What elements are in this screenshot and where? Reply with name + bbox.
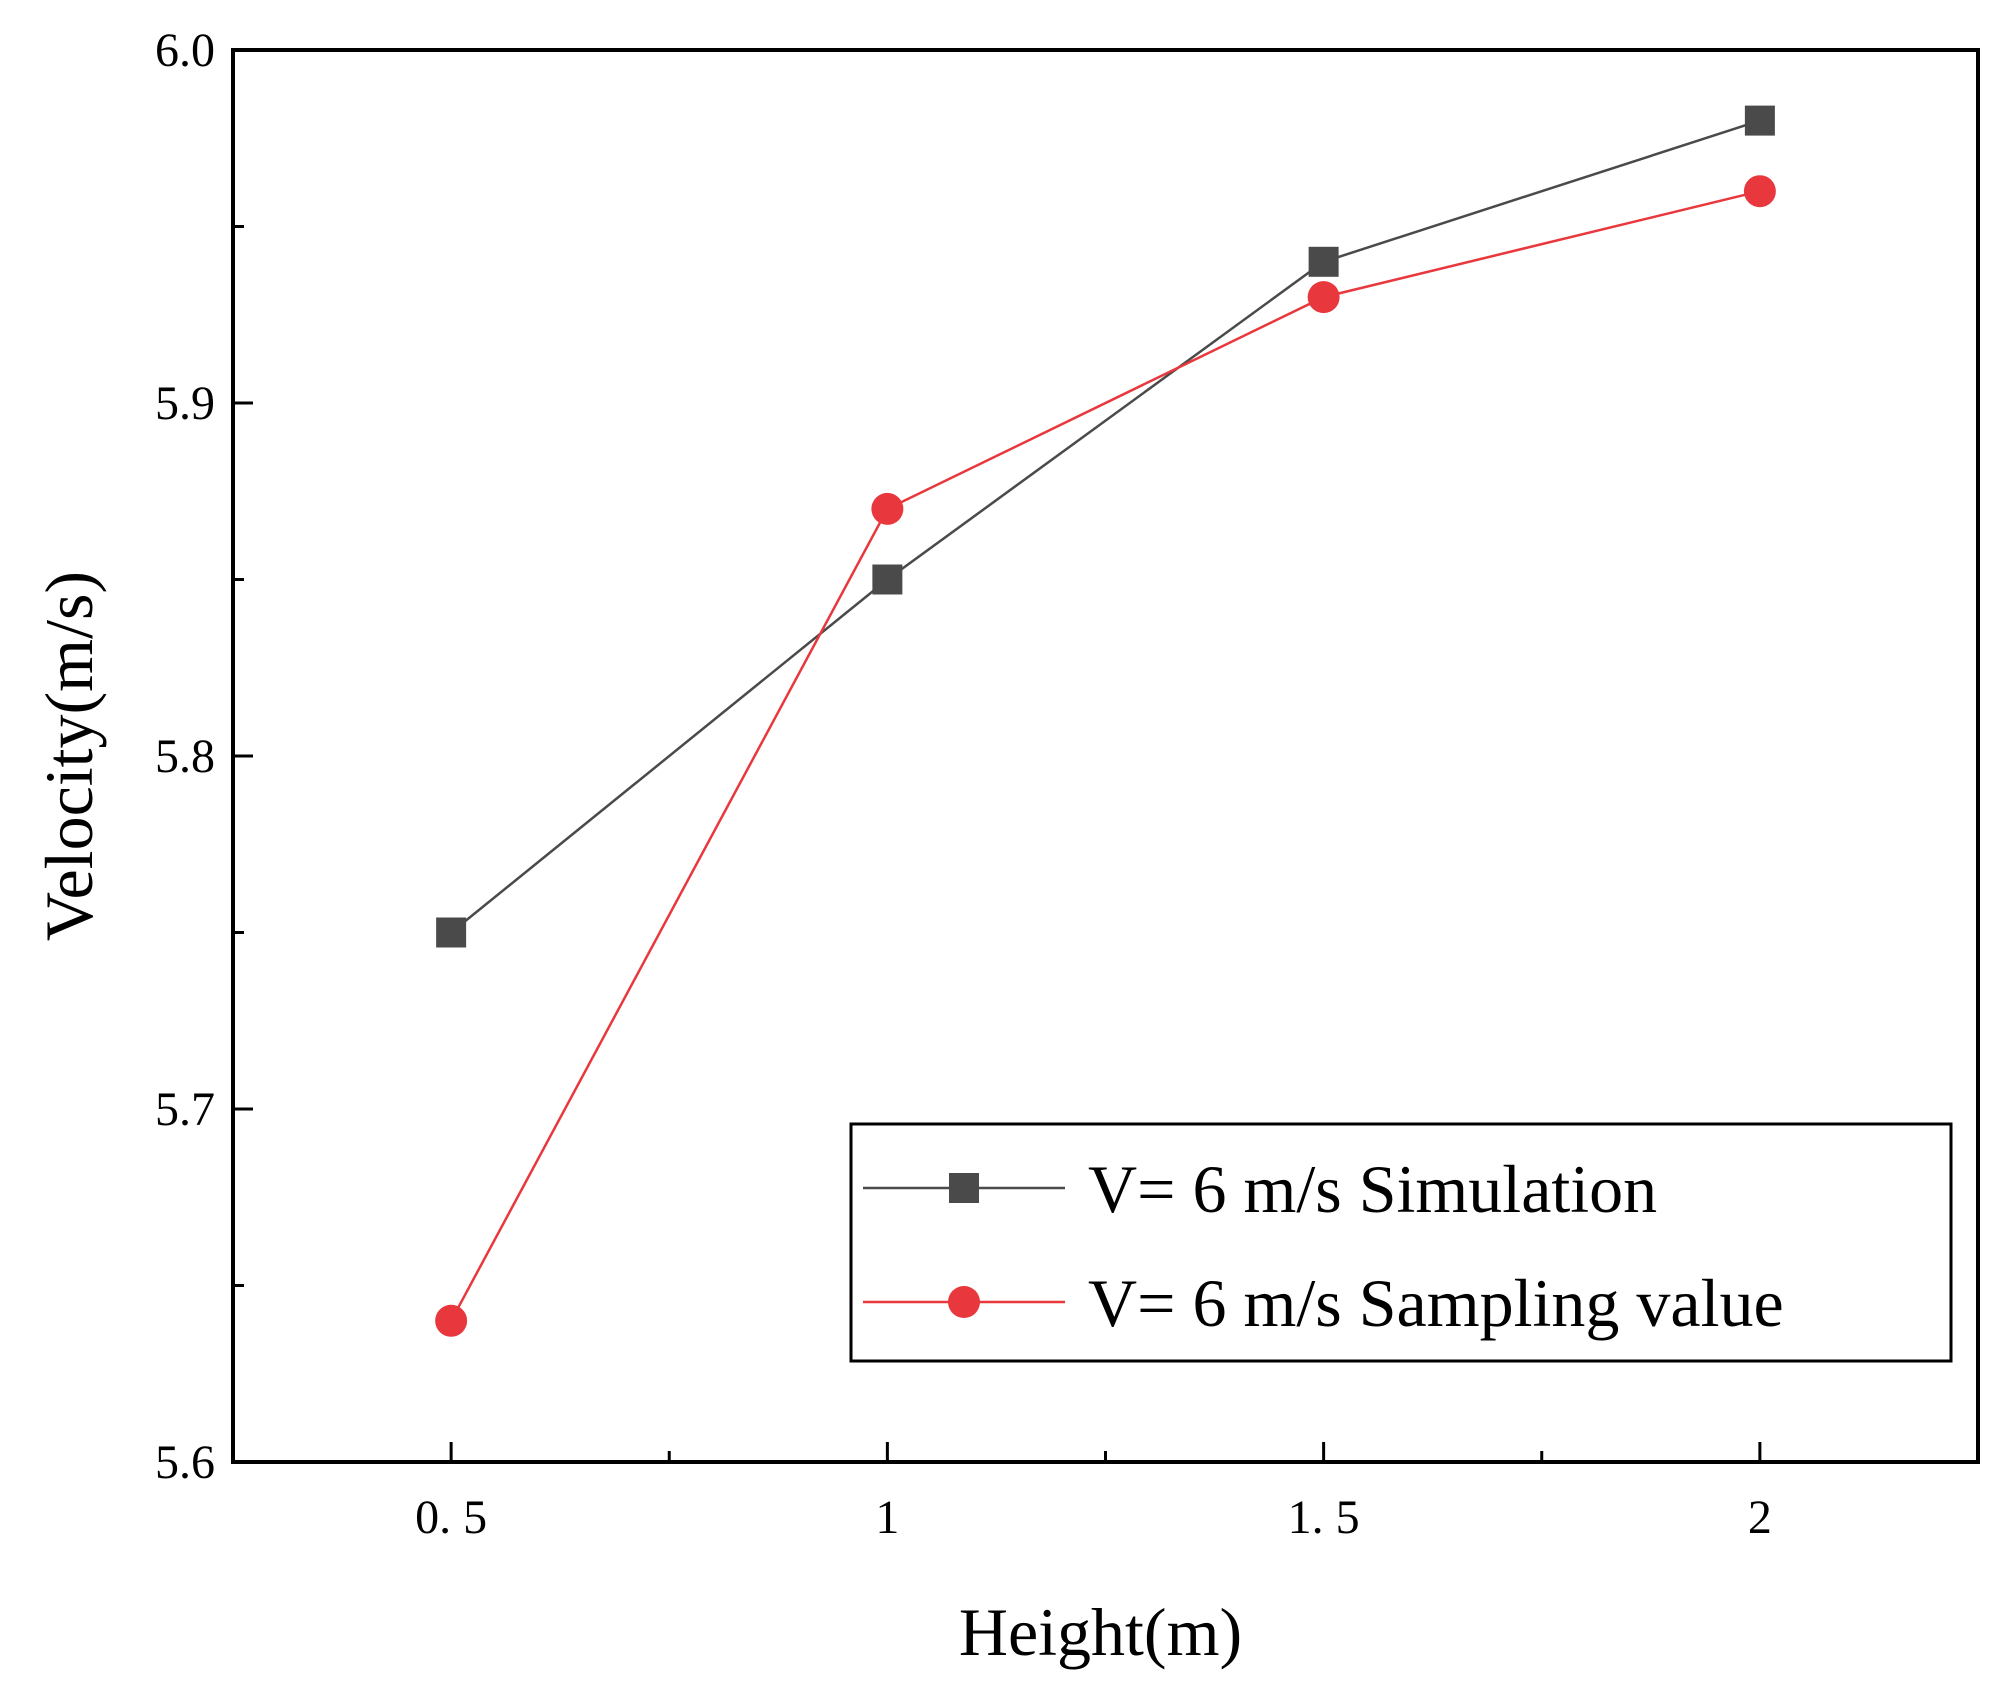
- y-tick-label: 5.9: [155, 377, 215, 430]
- data-point-sampling: [1307, 281, 1340, 314]
- y-tick-label: 5.8: [155, 730, 215, 783]
- series-line-sampling: [450, 189, 1761, 1322]
- legend-label-simulation: V= 6 m/s Simulation: [1088, 1151, 1657, 1227]
- legend-label-sampling: V= 6 m/s Sampling value: [1088, 1265, 1784, 1341]
- x-tick-label: 1. 5: [1288, 1491, 1360, 1544]
- series-line-simulation: [450, 119, 1761, 934]
- y-tick-label: 5.6: [155, 1436, 215, 1489]
- x-axis-title: Height(m): [959, 1594, 1242, 1670]
- legend-box: [849, 1122, 1953, 1363]
- legend-marker-sampling: [948, 1286, 980, 1318]
- x-tick-label: 1: [875, 1491, 899, 1544]
- series-layer: [435, 105, 1776, 1337]
- data-point-simulation: [872, 564, 903, 595]
- legend: V= 6 m/s Simulation V= 6 m/s Sampling va…: [849, 1122, 1953, 1363]
- tick-labels-layer: 5.6 5.7 5.8 5.9 6.0 0. 5 1 1. 5 2: [155, 24, 1772, 1544]
- data-point-sampling: [435, 1304, 468, 1337]
- data-point-simulation: [1308, 246, 1339, 277]
- x-tick-label: 0. 5: [415, 1491, 487, 1544]
- legend-marker-simulation: [949, 1173, 979, 1203]
- y-axis-title: Velocity(m/s): [31, 571, 107, 941]
- x-tick-label: 2: [1748, 1491, 1772, 1544]
- data-point-sampling: [1743, 175, 1776, 208]
- y-tick-label: 5.7: [155, 1083, 215, 1136]
- plot-area-frame: [231, 48, 1980, 1464]
- data-point-simulation: [1744, 105, 1775, 136]
- data-point-simulation: [436, 917, 467, 948]
- data-point-sampling: [871, 492, 904, 525]
- y-tick-label: 6.0: [155, 24, 215, 77]
